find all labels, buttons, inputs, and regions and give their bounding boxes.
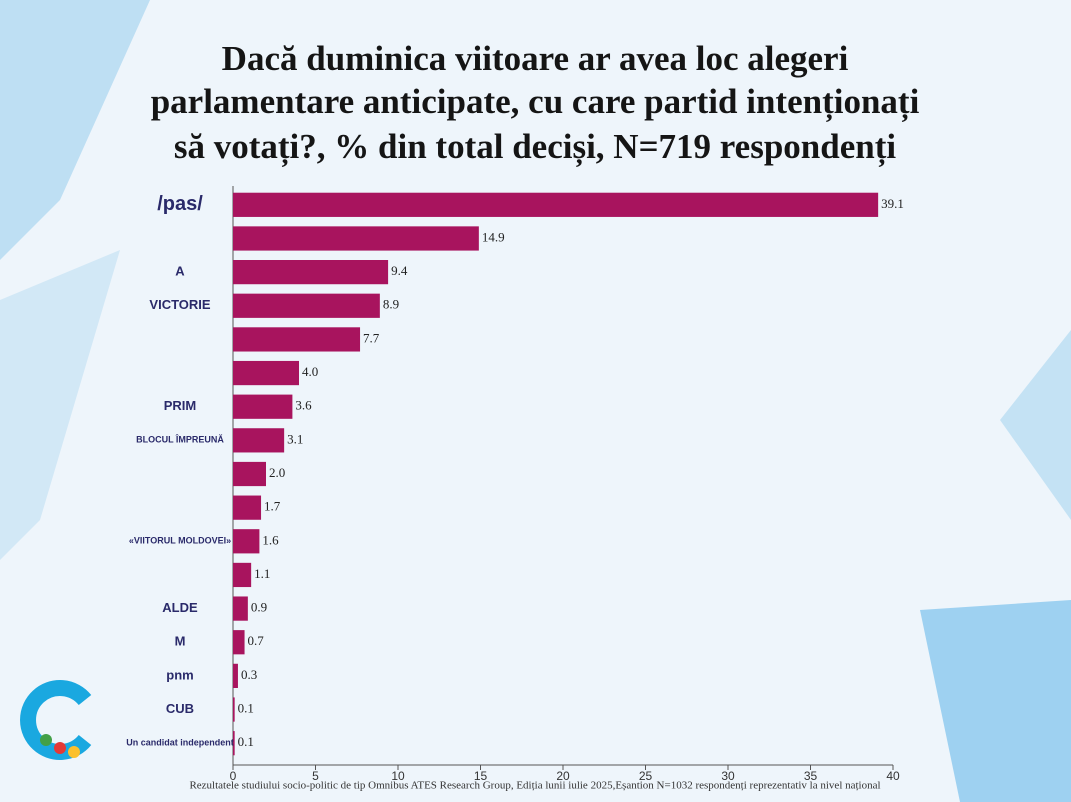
chart-title: să votați?, % din total deciși, N=719 re… [174, 127, 897, 167]
bar [233, 697, 235, 722]
bar [233, 630, 245, 655]
bar [233, 260, 389, 285]
value-label: 1.1 [254, 566, 270, 581]
value-label: 9.4 [391, 263, 408, 278]
bar [233, 731, 235, 756]
category-label: A [175, 264, 185, 279]
category-label: Un candidat independent [126, 738, 234, 748]
category-label: pnm [166, 667, 193, 682]
bar [233, 529, 260, 554]
value-label: 39.1 [881, 196, 904, 211]
bar [233, 327, 361, 352]
value-label: 0.7 [248, 633, 265, 648]
x-tick-label: 30 [721, 769, 735, 783]
value-label: 14.9 [482, 229, 505, 244]
x-tick-label: 10 [391, 769, 405, 783]
category-label: BLOCUL ÎMPREUNĂ [136, 434, 224, 445]
category-label: «VIITORUL MOLDOVEI» [129, 536, 231, 546]
x-tick-label: 35 [804, 769, 818, 783]
bar [233, 360, 299, 386]
x-tick-label: 5 [312, 769, 319, 783]
value-label: 3.6 [295, 398, 312, 413]
footnote: Rezultatele studiului socio-politic de t… [189, 780, 880, 792]
decoration [0, 250, 120, 560]
bar [233, 428, 285, 453]
value-label: 0.1 [238, 701, 254, 716]
bar [233, 394, 293, 419]
bar [233, 562, 252, 588]
decoration [0, 0, 150, 260]
bar [233, 461, 266, 487]
value-label: 8.9 [383, 297, 399, 312]
value-label: 2.0 [269, 465, 285, 480]
value-label: 1.6 [262, 532, 279, 547]
category-label: M [175, 634, 186, 649]
value-label: 0.3 [241, 667, 257, 682]
category-label: ALDE [162, 600, 198, 615]
bar [233, 596, 248, 621]
chart-title: parlamentare anticipate, cu care partid … [151, 82, 920, 122]
bar [233, 293, 380, 318]
value-label: 7.7 [363, 330, 380, 345]
category-label: VICTORIE [149, 297, 210, 312]
chart-title: Dacă duminica viitoare ar avea loc alege… [222, 39, 849, 78]
value-label: 3.1 [287, 431, 303, 446]
decoration [920, 600, 1071, 802]
x-tick-label: 20 [556, 769, 570, 783]
category-label: /pas/ [157, 193, 203, 215]
bar [233, 495, 262, 520]
decoration [1000, 330, 1071, 520]
logo [20, 680, 92, 760]
bar [233, 226, 479, 251]
category-label: CUB [166, 701, 194, 716]
value-label: 0.1 [238, 734, 254, 749]
x-tick-label: 25 [639, 769, 653, 783]
value-label: 0.9 [251, 600, 267, 615]
value-label: 4.0 [302, 364, 318, 379]
bar [233, 663, 238, 688]
bar [233, 192, 879, 217]
x-tick-label: 0 [230, 769, 237, 783]
category-label: PRIM [164, 398, 197, 413]
value-label: 1.7 [264, 499, 281, 514]
x-tick-label: 15 [474, 769, 488, 783]
x-tick-label: 40 [886, 769, 900, 783]
